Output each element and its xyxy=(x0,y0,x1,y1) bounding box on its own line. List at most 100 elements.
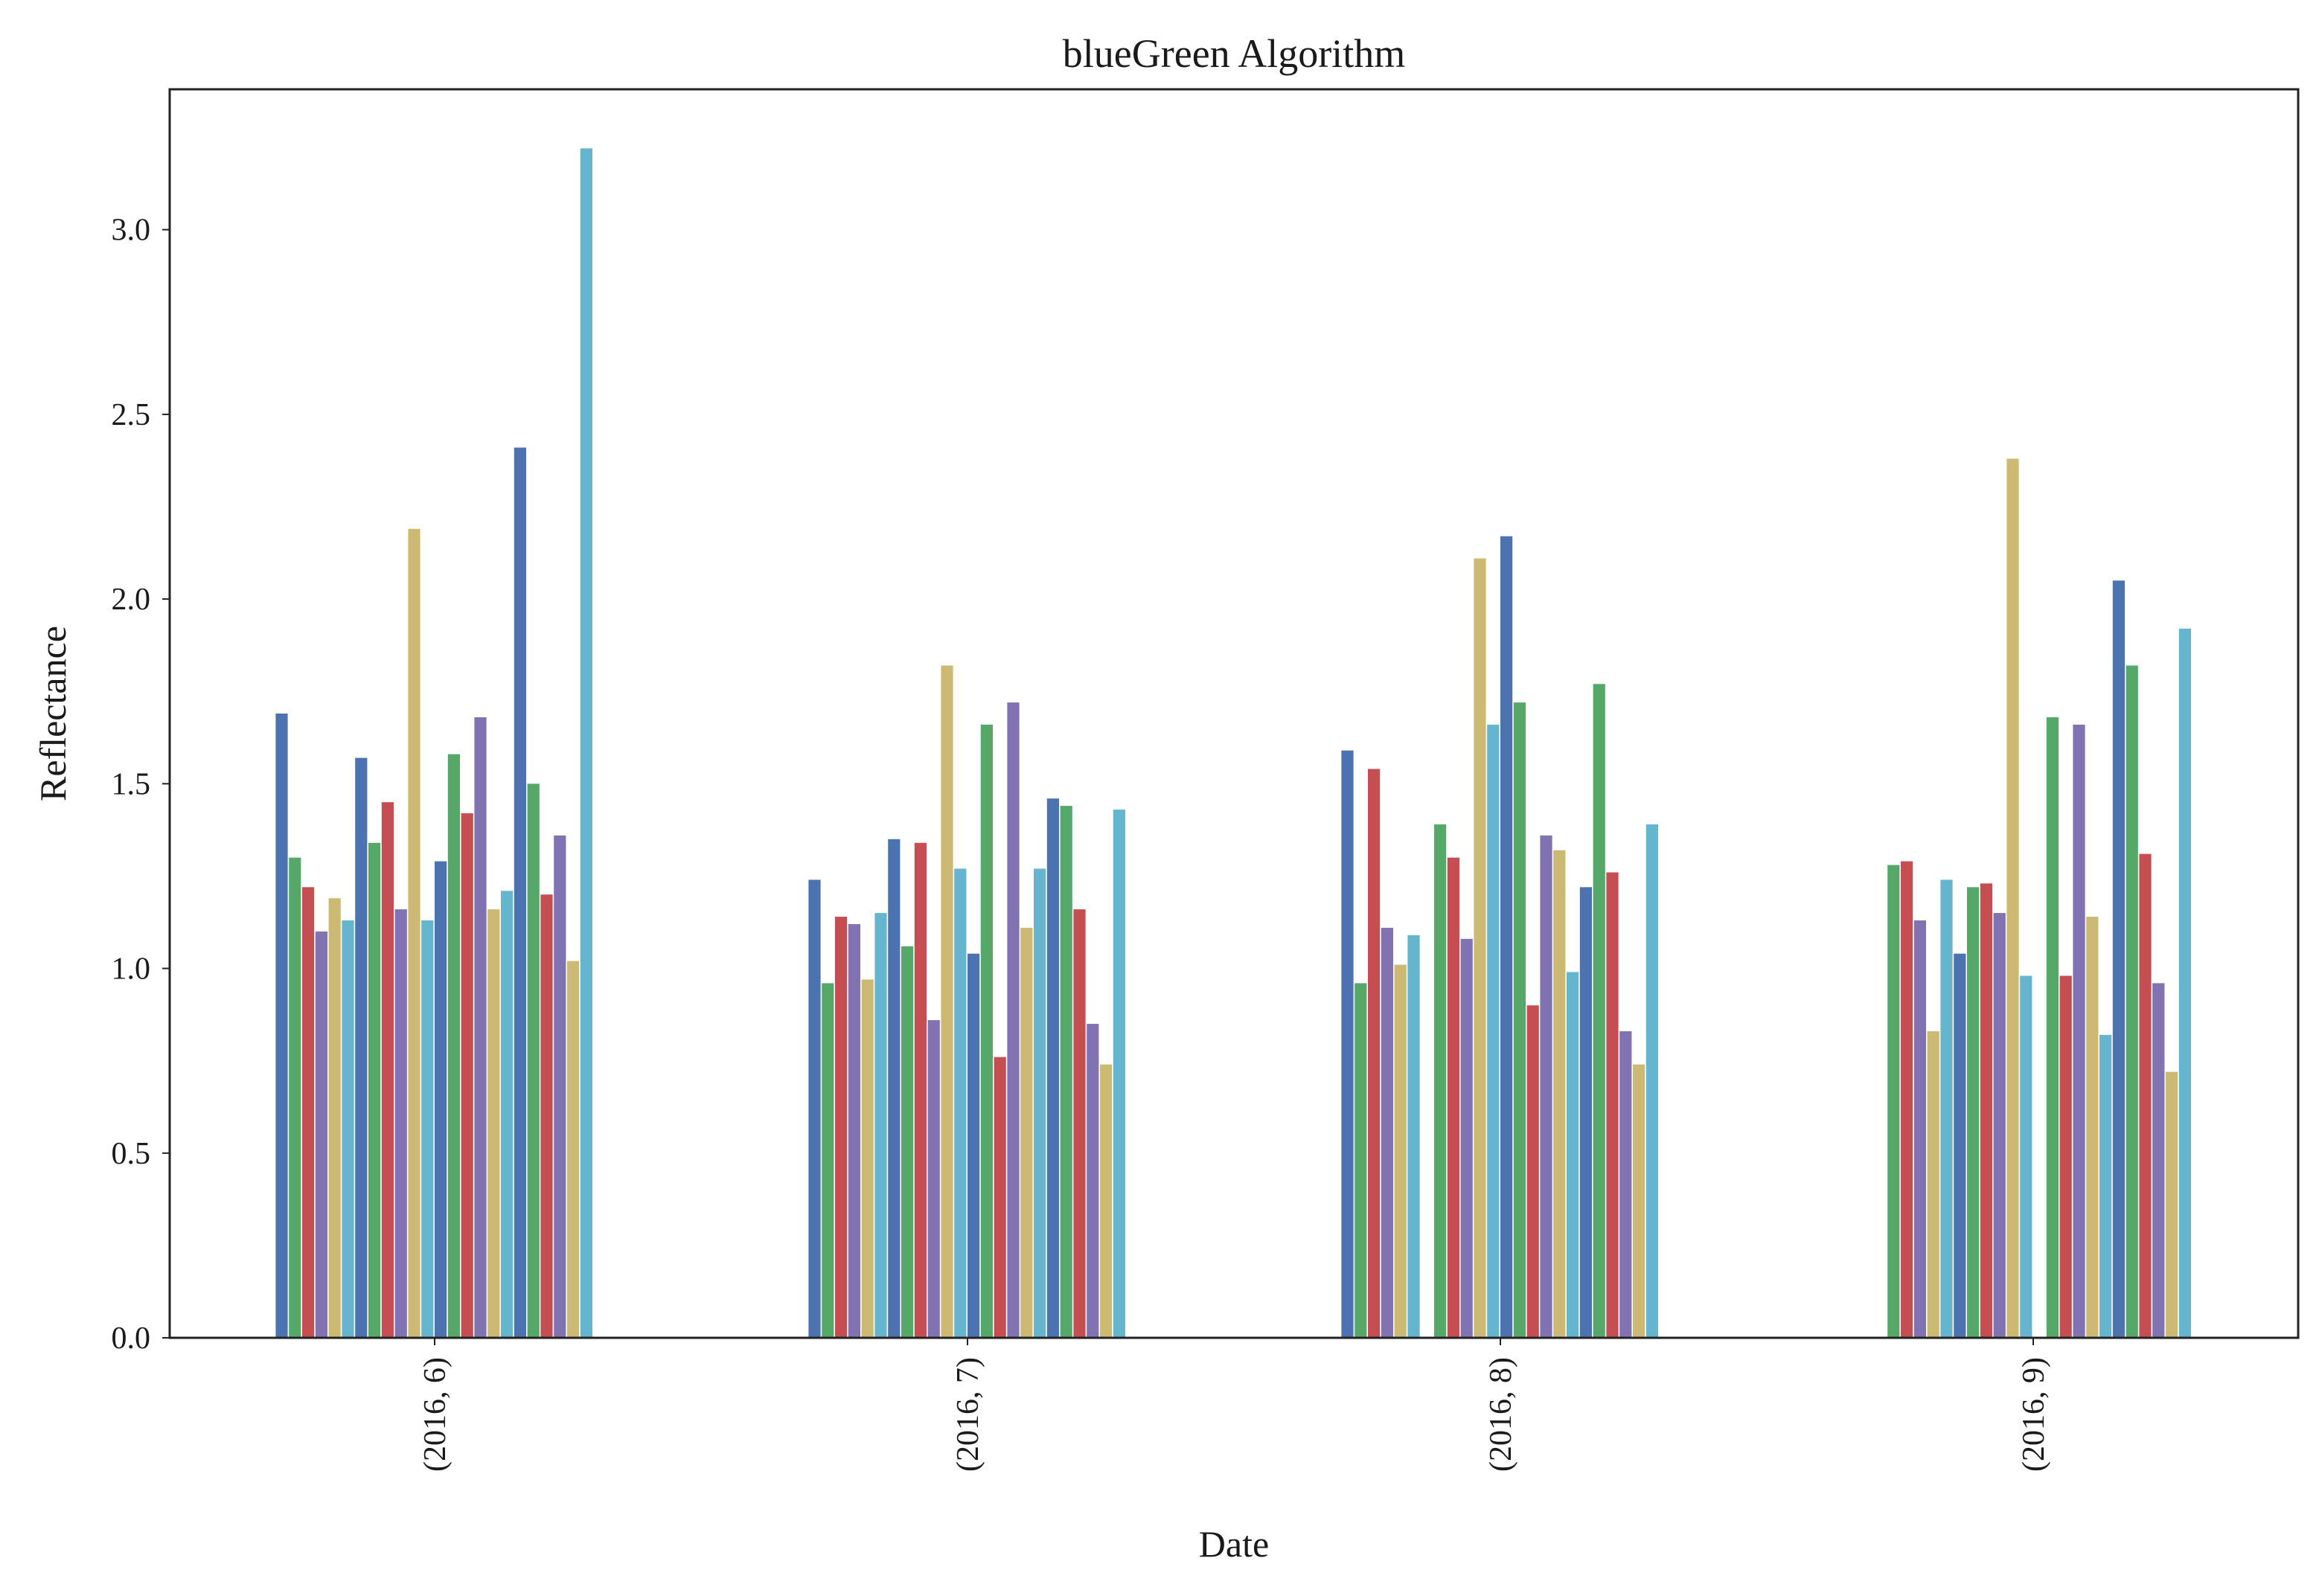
bar-1-14 xyxy=(447,754,460,1338)
bar-4-15 xyxy=(2059,975,2072,1338)
bar-1-23 xyxy=(567,961,580,1338)
bar-4-24 xyxy=(2178,628,2191,1338)
x-tick-label: (2016, 6) xyxy=(418,1357,452,1472)
bar-3-2 xyxy=(1354,983,1367,1338)
x-tick-label: (2016, 9) xyxy=(2017,1357,2051,1472)
bar-3-1 xyxy=(1341,750,1354,1338)
bar-1-3 xyxy=(302,887,315,1338)
bar-1-11 xyxy=(408,528,420,1338)
bar-4-12 xyxy=(2020,975,2032,1338)
y-tick-label: 2.0 xyxy=(112,583,151,617)
bar-1-5 xyxy=(328,898,341,1338)
plot-frame xyxy=(168,88,2300,1339)
bar-3-17 xyxy=(1553,850,1566,1338)
y-axis-ticks: 0.0 0.5 1.0 1.5 2.0 2.5 3.0 xyxy=(112,214,170,1356)
bar-2-9 xyxy=(914,842,927,1338)
bar-3-3 xyxy=(1368,769,1381,1338)
bar-3-21 xyxy=(1606,872,1619,1338)
bar-3-5 xyxy=(1394,964,1407,1338)
bar-2-23 xyxy=(1100,1064,1113,1338)
x-axis-label: Date xyxy=(1199,1523,1269,1565)
bar-2-20 xyxy=(1060,806,1072,1338)
bar-3-4 xyxy=(1381,927,1393,1338)
bar-4-4 xyxy=(1913,920,1926,1338)
bar-1-18 xyxy=(501,891,514,1338)
bar-1-15 xyxy=(461,813,473,1338)
bar-2-5 xyxy=(861,979,874,1338)
bar-2-19 xyxy=(1046,798,1059,1338)
bar-2-16 xyxy=(1007,702,1020,1338)
bar-3-19 xyxy=(1579,887,1592,1338)
bar-4-7 xyxy=(1954,953,1966,1338)
y-tick-label: 1.0 xyxy=(112,952,151,987)
bar-1-4 xyxy=(315,931,327,1338)
bar-3-11 xyxy=(1474,558,1486,1338)
bars-group xyxy=(275,148,2191,1339)
bar-1-24 xyxy=(580,148,592,1339)
bar-4-2 xyxy=(1887,865,1900,1338)
bar-2-14 xyxy=(980,724,993,1338)
bar-2-3 xyxy=(835,917,848,1338)
bar-2-10 xyxy=(927,1020,940,1338)
bar-3-16 xyxy=(1540,835,1552,1338)
bar-3-14 xyxy=(1513,702,1526,1338)
bar-4-22 xyxy=(2152,983,2165,1338)
bar-2-13 xyxy=(968,953,980,1338)
bar-4-19 xyxy=(2112,580,2125,1338)
bar-4-20 xyxy=(2126,665,2138,1338)
bar-1-21 xyxy=(540,894,553,1338)
bar-4-21 xyxy=(2139,853,2152,1338)
bar-3-18 xyxy=(1567,972,1579,1338)
bar-3-8 xyxy=(1434,824,1447,1338)
bar-1-13 xyxy=(435,861,447,1338)
bar-2-17 xyxy=(1020,927,1033,1338)
bar-3-13 xyxy=(1500,536,1513,1339)
bar-4-10 xyxy=(1993,913,2006,1338)
chart-title: blueGreen Algorithm xyxy=(1063,31,1405,76)
bar-1-2 xyxy=(289,857,301,1338)
bar-2-21 xyxy=(1073,909,1086,1338)
x-axis-ticks: (2016, 6) (2016, 7) (2016, 8) (2016, 9) xyxy=(418,1338,2051,1472)
bar-4-5 xyxy=(1927,1031,1939,1338)
y-tick-label: 1.5 xyxy=(112,767,151,801)
bar-2-7 xyxy=(888,839,901,1338)
bar-4-23 xyxy=(2166,1071,2178,1338)
bar-2-8 xyxy=(901,946,914,1338)
bar-2-24 xyxy=(1113,810,1125,1338)
y-axis-label: Reflectance xyxy=(32,626,74,801)
bar-4-17 xyxy=(2086,917,2099,1338)
bar-2-12 xyxy=(954,868,967,1338)
bar-3-6 xyxy=(1407,935,1420,1338)
bar-4-3 xyxy=(1901,861,1913,1338)
bar-1-6 xyxy=(342,920,354,1338)
bar-2-22 xyxy=(1087,1024,1099,1338)
bar-3-10 xyxy=(1460,938,1473,1338)
bar-1-17 xyxy=(487,909,500,1338)
bar-3-9 xyxy=(1447,857,1459,1338)
y-tick-label: 3.0 xyxy=(112,214,151,248)
bar-1-20 xyxy=(527,783,540,1338)
bar-4-11 xyxy=(2006,458,2019,1339)
bar-3-12 xyxy=(1487,724,1500,1338)
bar-2-1 xyxy=(808,879,821,1338)
bar-4-8 xyxy=(1967,887,1980,1338)
bar-4-6 xyxy=(1940,879,1953,1338)
y-tick-label: 0.0 xyxy=(112,1321,151,1356)
bar-2-4 xyxy=(848,923,860,1338)
bar-2-15 xyxy=(994,1057,1006,1338)
bar-3-20 xyxy=(1593,684,1605,1338)
bar-4-18 xyxy=(2099,1034,2112,1338)
x-tick-label: (2016, 7) xyxy=(951,1357,985,1472)
bar-1-7 xyxy=(355,757,368,1338)
bar-1-8 xyxy=(368,842,381,1338)
bar-4-16 xyxy=(2073,724,2085,1338)
bar-1-1 xyxy=(275,714,288,1338)
bar-1-19 xyxy=(514,447,526,1338)
bar-1-16 xyxy=(474,717,487,1338)
bar-3-22 xyxy=(1619,1031,1632,1338)
y-tick-label: 0.5 xyxy=(112,1137,151,1171)
y-tick-label: 2.5 xyxy=(112,398,151,432)
bar-2-6 xyxy=(874,913,887,1338)
bar-2-2 xyxy=(822,983,834,1338)
